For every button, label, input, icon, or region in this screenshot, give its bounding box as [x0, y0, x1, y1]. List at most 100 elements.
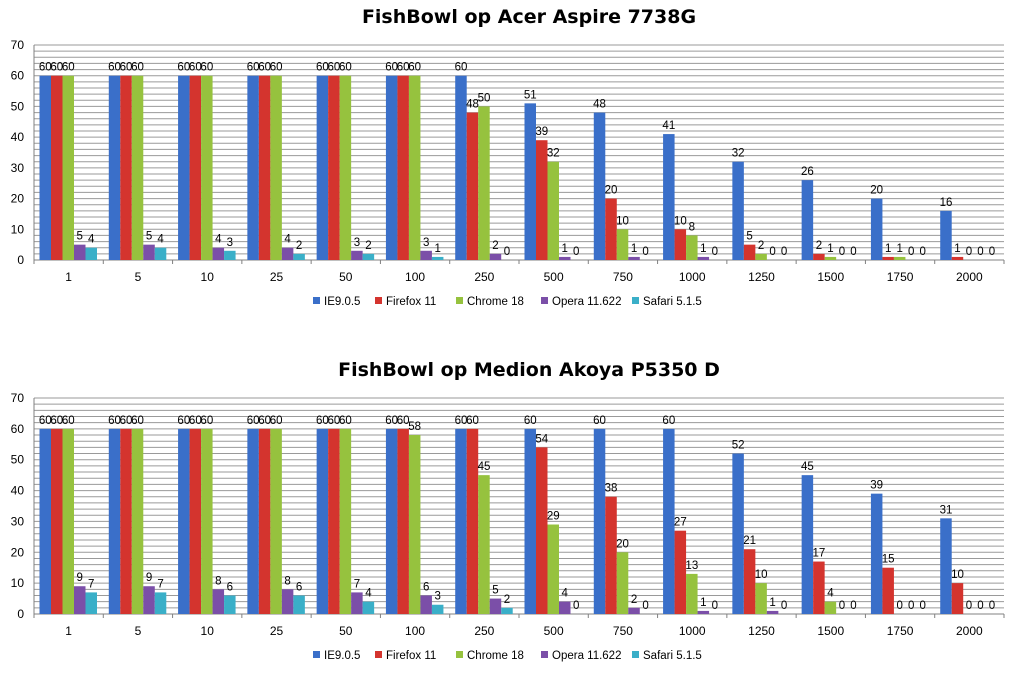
bar-safari-5-1-5 — [154, 247, 167, 260]
data-label: 0 — [573, 600, 579, 612]
data-label: 0 — [642, 600, 648, 612]
data-label: 0 — [919, 600, 925, 612]
category-label: 250 — [474, 624, 494, 638]
category-label: 1500 — [817, 624, 844, 638]
bar-firefox-11 — [120, 428, 132, 614]
bar-ie9-0-5 — [385, 428, 398, 614]
bar-chrome-18 — [408, 435, 421, 614]
bar-chrome-18 — [270, 428, 282, 614]
data-label: 20 — [605, 185, 618, 197]
bar-ie9-0-5 — [316, 75, 329, 260]
bar-safari-5-1-5 — [224, 595, 236, 614]
data-label: 0 — [896, 600, 902, 612]
data-label: 60 — [200, 62, 213, 74]
data-label: 60 — [270, 415, 283, 427]
data-label: 38 — [605, 483, 618, 495]
bar-opera-11-622 — [489, 253, 502, 260]
bar-ie9-0-5 — [247, 428, 259, 614]
y-tick-label: 40 — [11, 130, 25, 144]
data-label: 60 — [108, 415, 121, 427]
legend-label: IE9.0.5 — [324, 650, 360, 662]
data-label: 8 — [284, 575, 290, 587]
data-label: 48 — [593, 99, 606, 111]
data-label: 60 — [397, 415, 410, 427]
legend-item: Chrome 18 — [456, 296, 524, 308]
bar-opera-11-622 — [766, 610, 779, 614]
data-label: 10 — [616, 215, 629, 227]
data-label: 60 — [189, 62, 202, 74]
bar-chrome-18 — [755, 583, 767, 614]
bar-firefox-11 — [951, 583, 964, 614]
data-label: 2 — [816, 240, 822, 252]
data-label: 2 — [492, 240, 498, 252]
bar-ie9-0-5 — [524, 428, 536, 614]
legend-swatch — [632, 651, 639, 658]
data-label: 60 — [316, 415, 329, 427]
category-label: 50 — [339, 624, 353, 638]
data-label: 60 — [455, 62, 468, 74]
y-tick-label: 0 — [17, 253, 24, 267]
bar-firefox-11 — [258, 75, 271, 260]
y-tick-label: 40 — [11, 484, 25, 498]
bar-ie9-0-5 — [801, 475, 814, 614]
data-labels: 6060609760606097606060866060608660606074… — [39, 415, 995, 612]
bar-chrome-18 — [201, 75, 213, 260]
data-label: 0 — [839, 246, 845, 258]
data-label: 0 — [908, 600, 914, 612]
data-label: 10 — [755, 569, 768, 581]
category-label: 1250 — [748, 270, 775, 284]
bar-ie9-0-5 — [663, 428, 675, 614]
data-label: 32 — [732, 148, 745, 160]
legend-label: Firefox 11 — [386, 650, 436, 662]
bar-ie9-0-5 — [178, 75, 190, 260]
bar-opera-11-622 — [351, 592, 363, 614]
data-label: 60 — [39, 62, 52, 74]
data-label: 41 — [662, 120, 675, 132]
data-label: 2 — [504, 594, 510, 606]
y-tick-label: 60 — [11, 422, 25, 436]
y-tick-label: 50 — [11, 453, 25, 467]
category-label: 1000 — [679, 624, 706, 638]
data-label: 0 — [769, 246, 775, 258]
bar-chrome-18 — [686, 573, 698, 614]
data-label: 60 — [408, 62, 421, 74]
data-label: 0 — [839, 600, 845, 612]
data-label: 50 — [478, 92, 491, 104]
bar-opera-11-622 — [420, 250, 432, 260]
data-label: 4 — [827, 588, 834, 600]
data-label: 60 — [62, 62, 75, 74]
category-label: 10 — [201, 270, 215, 284]
y-tick-label: 60 — [11, 69, 25, 83]
data-label: 1 — [827, 243, 833, 255]
bar-ie9-0-5 — [801, 180, 814, 260]
bar-safari-5-1-5 — [431, 256, 444, 260]
bar-firefox-11 — [813, 253, 825, 260]
bar-safari-5-1-5 — [85, 247, 97, 260]
bar-ie9-0-5 — [593, 112, 606, 260]
data-label: 60 — [50, 62, 63, 74]
bar-chrome-18 — [62, 75, 74, 260]
bar-opera-11-622 — [143, 586, 155, 614]
bar-opera-11-622 — [420, 595, 432, 614]
data-label: 60 — [258, 415, 271, 427]
bar-opera-11-622 — [628, 607, 640, 614]
bar-ie9-0-5 — [524, 103, 536, 260]
data-label: 15 — [882, 554, 895, 566]
data-label: 0 — [712, 246, 718, 258]
bar-firefox-11 — [674, 530, 687, 614]
data-label: 3 — [423, 237, 429, 249]
data-label: 5 — [746, 231, 752, 243]
data-label: 60 — [120, 415, 133, 427]
legend: IE9.0.5 Firefox 11 Chrome 18 Opera 11.622 Sa… — [313, 296, 702, 308]
bars — [39, 428, 964, 614]
data-label: 6 — [296, 581, 302, 593]
bar-opera-11-622 — [351, 250, 363, 260]
data-label: 58 — [408, 421, 421, 433]
category-label: 25 — [270, 624, 284, 638]
data-label: 20 — [616, 538, 629, 550]
data-label: 4 — [215, 234, 222, 246]
legend-item: Safari 5.1.5 — [632, 296, 702, 308]
category-label: 100 — [405, 624, 425, 638]
data-label: 0 — [712, 600, 718, 612]
